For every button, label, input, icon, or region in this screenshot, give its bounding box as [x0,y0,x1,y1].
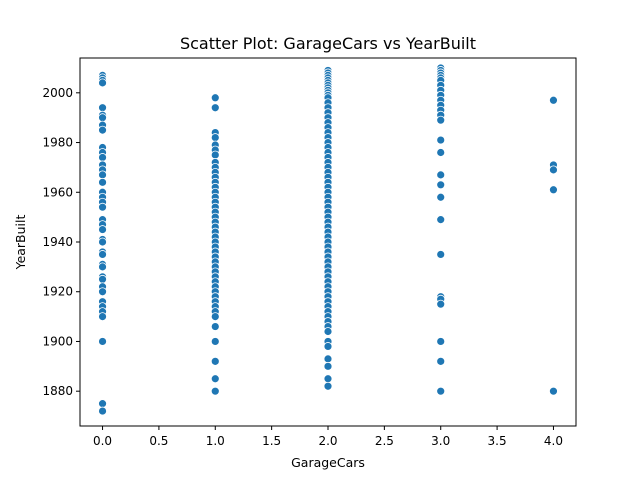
scatter-point [98,406,107,416]
x-axis-label: GarageCars [291,455,365,470]
scatter-point [98,274,107,284]
scatter-point [436,337,446,346]
scatter-point [323,361,333,371]
scatter-point [549,95,558,105]
scatter-point [549,386,558,396]
scatter-point [98,170,107,180]
scatter-point [98,177,107,187]
y-tick-label: 1940 [42,235,73,249]
y-tick-label: 1920 [42,285,73,299]
y-tick-label: 1980 [42,136,73,150]
scatter-point [323,381,333,391]
scatter-point [323,327,333,336]
scatter-point [323,342,333,351]
scatter-point [436,250,446,259]
y-tick-label: 1900 [42,334,73,348]
x-tick-label: 0.5 [149,434,168,448]
y-tick-label: 1880 [42,384,73,398]
scatter-point [210,150,220,160]
chart-title: Scatter Plot: GarageCars vs YearBuilt [180,34,476,53]
scatter-point [98,399,107,409]
points-layer [98,63,558,416]
scatter-point [98,78,107,88]
scatter-point [436,299,446,309]
x-tick-label: 2.5 [375,434,394,448]
x-tick-label: 1.5 [262,434,281,448]
y-axis-label: YearBuilt [13,214,28,270]
scatter-point [98,237,107,247]
x-axis-ticks: 0.0 0.5 1.0 1.5 2.0 2.5 3.0 3.5 4.0 [93,426,563,448]
scatter-point [436,386,446,396]
scatter-point [436,170,446,180]
scatter-point [98,153,107,162]
scatter-point [549,185,558,195]
scatter-point [436,215,446,225]
scatter-point [210,312,220,321]
scatter-point [323,354,333,364]
x-tick-label: 3.0 [431,434,450,448]
y-tick-label: 2000 [42,86,73,100]
scatter-point [210,322,220,331]
scatter-point [549,165,558,175]
x-tick-label: 3.5 [488,434,507,448]
scatter-point [210,374,220,384]
scatter-point [436,148,446,157]
scatter-point [436,192,446,202]
x-tick-label: 4.0 [544,434,563,448]
x-tick-label: 1.0 [206,434,225,448]
scatter-point [210,356,220,366]
scatter-point [98,202,107,212]
scatter-point [210,386,220,396]
scatter-point [210,103,220,113]
x-tick-label: 0.0 [93,434,112,448]
scatter-point [210,93,220,103]
x-tick-label: 2.0 [318,434,337,448]
scatter-point [98,225,107,234]
scatter-point [98,103,107,113]
scatter-point [436,180,446,190]
scatter-point [98,113,107,123]
y-tick-label: 1960 [42,185,73,199]
scatter-point [210,133,220,142]
scatter-point [98,262,107,272]
y-axis-ticks: 1880 1900 1920 1940 1960 1980 2000 [42,86,80,398]
scatter-point [98,337,107,346]
scatter-point [98,312,107,321]
scatter-point [323,374,333,384]
scatter-point [436,135,446,145]
scatter-point [436,115,446,125]
scatter-point [98,250,107,259]
scatter-point [98,287,107,297]
scatter-point [98,125,107,135]
scatter-point [436,356,446,366]
scatter-point [210,337,220,346]
